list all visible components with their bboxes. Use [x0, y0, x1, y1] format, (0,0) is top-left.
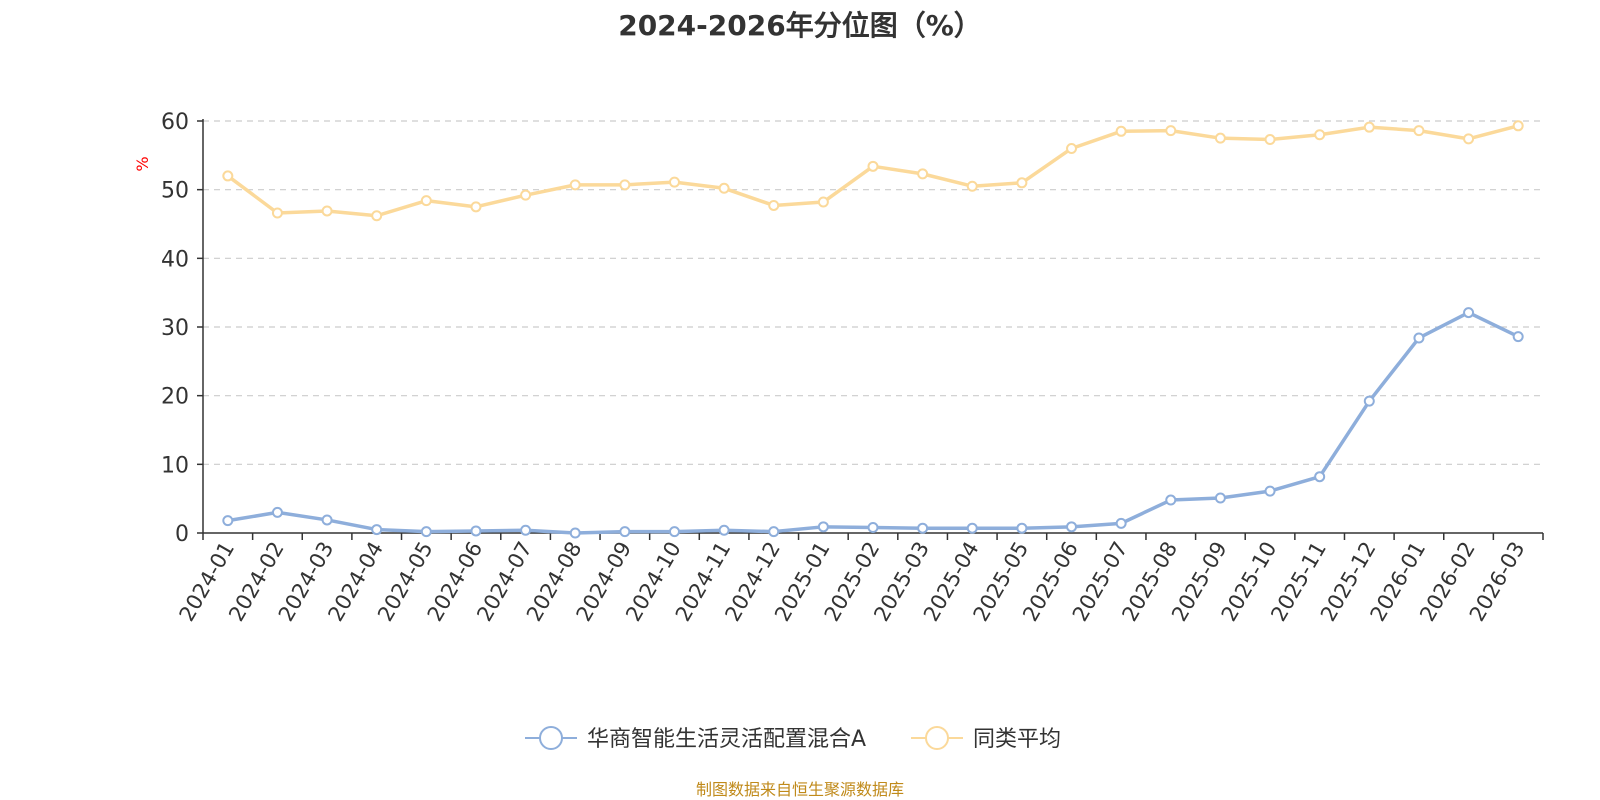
data-point[interactable]: [271, 207, 283, 219]
data-point[interactable]: [520, 189, 532, 201]
data-point[interactable]: [1363, 395, 1375, 407]
data-point[interactable]: [619, 526, 631, 538]
series-1: [222, 307, 1524, 539]
data-point[interactable]: [668, 176, 680, 188]
series-2: [222, 120, 1524, 222]
data-point[interactable]: [1463, 307, 1475, 319]
y-tick-label: 10: [161, 453, 189, 478]
data-point[interactable]: [1463, 133, 1475, 145]
legend-swatch-marker: [925, 726, 949, 750]
data-point[interactable]: [917, 522, 929, 534]
data-point[interactable]: [1363, 121, 1375, 133]
data-point[interactable]: [966, 180, 978, 192]
data-point[interactable]: [470, 525, 482, 537]
y-tick-label: 40: [161, 247, 189, 272]
data-point[interactable]: [1314, 129, 1326, 141]
data-point[interactable]: [1016, 522, 1028, 534]
data-point[interactable]: [1016, 177, 1028, 189]
data-point[interactable]: [371, 524, 383, 536]
chart-title: 2024-2026年分位图（%）: [618, 9, 982, 42]
data-point[interactable]: [768, 526, 780, 538]
legend-item-1[interactable]: 华商智能生活灵活配置混合A: [525, 726, 866, 752]
source-note: 制图数据来自恒生聚源数据库: [695, 780, 904, 799]
data-point[interactable]: [1413, 332, 1425, 344]
data-point[interactable]: [619, 179, 631, 191]
data-point[interactable]: [1066, 521, 1078, 533]
y-tick-label: 30: [161, 316, 189, 341]
legend-label: 同类平均: [973, 727, 1061, 752]
data-point[interactable]: [817, 196, 829, 208]
y-tick-label: 0: [175, 522, 189, 547]
data-point[interactable]: [867, 522, 879, 534]
data-point[interactable]: [1512, 120, 1524, 132]
y-axis-label: %: [133, 156, 152, 171]
data-point[interactable]: [1264, 485, 1276, 497]
y-tick-label: 60: [161, 110, 189, 135]
data-point[interactable]: [1214, 492, 1226, 504]
data-point[interactable]: [1214, 132, 1226, 144]
grid-layer: [203, 120, 1543, 465]
data-point[interactable]: [1264, 134, 1276, 146]
data-point[interactable]: [569, 179, 581, 191]
data-point[interactable]: [1165, 125, 1177, 137]
data-point[interactable]: [1512, 331, 1524, 343]
axis-layer: 0102030405060%2024-012024-022024-032024-…: [133, 110, 1544, 625]
data-point[interactable]: [420, 195, 432, 207]
legend[interactable]: 华商智能生活灵活配置混合A 同类平均: [525, 726, 1061, 752]
data-point[interactable]: [768, 199, 780, 211]
data-point[interactable]: [1115, 125, 1127, 137]
data-point[interactable]: [569, 527, 581, 539]
data-point[interactable]: [470, 201, 482, 213]
data-point[interactable]: [718, 524, 730, 536]
data-point[interactable]: [371, 210, 383, 222]
data-point[interactable]: [420, 526, 432, 538]
legend-label: 华商智能生活灵活配置混合A: [587, 727, 866, 752]
data-point[interactable]: [817, 521, 829, 533]
data-point[interactable]: [321, 514, 333, 526]
data-point[interactable]: [668, 526, 680, 538]
series-line: [226, 310, 1520, 535]
legend-item-2[interactable]: 同类平均: [911, 726, 1061, 752]
data-point[interactable]: [321, 205, 333, 217]
data-point[interactable]: [520, 524, 532, 536]
data-point[interactable]: [271, 506, 283, 518]
data-point[interactable]: [867, 160, 879, 172]
data-point[interactable]: [1413, 125, 1425, 137]
data-point[interactable]: [222, 515, 234, 527]
data-point[interactable]: [1115, 517, 1127, 529]
data-point[interactable]: [1165, 494, 1177, 506]
data-point[interactable]: [966, 522, 978, 534]
data-point[interactable]: [1066, 142, 1078, 154]
data-point[interactable]: [222, 170, 234, 182]
y-tick-label: 20: [161, 385, 189, 410]
data-point[interactable]: [718, 182, 730, 194]
data-point[interactable]: [917, 168, 929, 180]
legend-swatch-marker: [539, 726, 563, 750]
data-point[interactable]: [1314, 471, 1326, 483]
y-tick-label: 50: [161, 179, 189, 204]
series-layer: [222, 120, 1524, 539]
